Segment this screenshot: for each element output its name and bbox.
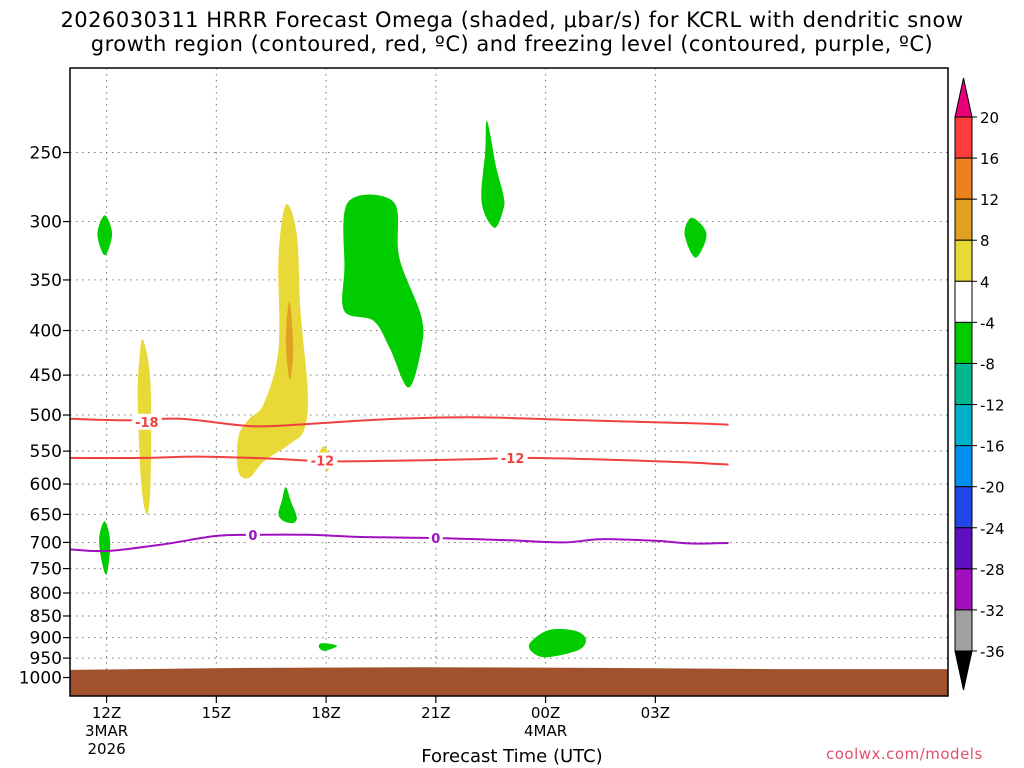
omega-region xyxy=(285,300,294,380)
colorbar-label: 20 xyxy=(980,109,999,127)
x-tick-label: 00Z xyxy=(531,704,560,722)
x-tick-label: 03Z xyxy=(641,704,670,722)
x-tick-label: 12Z xyxy=(92,704,121,722)
y-tick-label: 750 xyxy=(30,560,62,580)
isotherm-line xyxy=(69,533,729,553)
colorbar-segment xyxy=(954,362,973,406)
y-tick-label: 950 xyxy=(30,649,62,669)
plot-border xyxy=(69,67,949,697)
y-tick-label: 400 xyxy=(30,322,62,342)
y-tick-label: 450 xyxy=(30,366,62,386)
colorbar-segment xyxy=(954,445,973,488)
colorbar-label: -28 xyxy=(980,561,1005,579)
colorbar-label: -24 xyxy=(980,520,1005,538)
x-tick-sublabel: 3MAR xyxy=(85,722,128,740)
omega-regions xyxy=(97,120,707,658)
isotherm-label-bg xyxy=(131,413,162,430)
y-tick-label: 800 xyxy=(30,584,62,604)
y-tick-label: 350 xyxy=(30,271,62,291)
x-tick-sublabel: 4MAR xyxy=(524,722,567,740)
isotherm-line xyxy=(69,455,729,466)
omega-region xyxy=(318,643,338,651)
isotherm-label: -12 xyxy=(311,455,335,470)
omega-region xyxy=(342,194,424,388)
y-tick-label: 1000 xyxy=(19,669,62,689)
y-tick-label: 250 xyxy=(30,144,62,164)
chart-title-line1: 2026030311 HRRR Forecast Omega (shaded, … xyxy=(60,8,964,32)
colorbar-label: -16 xyxy=(980,438,1005,456)
ground-layer xyxy=(70,667,948,696)
colorbar-segment xyxy=(954,116,973,159)
colorbar-segment xyxy=(954,404,973,447)
y-tick-label: 700 xyxy=(30,533,62,553)
colorbar-label: -8 xyxy=(980,355,995,373)
plot-frame xyxy=(69,67,949,697)
colorbar-segment xyxy=(954,568,973,611)
isotherm-label: -12 xyxy=(501,452,525,467)
omega-region xyxy=(99,521,111,575)
omega-region xyxy=(481,120,505,228)
omega-region xyxy=(236,204,308,479)
y-tick-label: 600 xyxy=(30,475,62,495)
colorbar-label: 8 xyxy=(980,232,990,250)
colorbar-label: 16 xyxy=(980,150,999,168)
colorbar-segment xyxy=(954,321,973,364)
x-tick-label: 15Z xyxy=(202,704,231,722)
y-tick-label: 900 xyxy=(30,629,62,649)
colorbar-bottom-arrow xyxy=(954,650,973,691)
colorbar-label: -32 xyxy=(980,602,1005,620)
isotherm-line xyxy=(69,416,729,428)
colorbar-top-arrow xyxy=(954,77,973,118)
chart-title-line2: growth region (contoured, red, ºC) and f… xyxy=(90,32,934,56)
y-tick-label: 500 xyxy=(30,406,62,426)
colorbar-label: 12 xyxy=(980,191,999,209)
colorbar-label: -36 xyxy=(980,643,1005,661)
isotherm-label: 0 xyxy=(431,532,440,547)
omega-region xyxy=(278,487,297,524)
colorbar-label: -4 xyxy=(980,314,995,332)
isotherm-label-bg xyxy=(245,526,260,543)
isotherm-label: -18 xyxy=(135,416,159,431)
colorbar-segment xyxy=(954,239,973,282)
x-tick-sublabel: 2026 xyxy=(87,740,125,758)
grid-lines xyxy=(70,68,948,696)
y-tick-label: 650 xyxy=(30,505,62,525)
x-tick-label: 21Z xyxy=(421,704,450,722)
isotherm-label-bg xyxy=(428,530,443,547)
colorbar-segment xyxy=(954,609,973,652)
omega-region xyxy=(684,217,707,258)
y-tick-label: 550 xyxy=(30,442,62,462)
ground-area xyxy=(70,667,948,696)
isotherm-lines: -18 -12 -12 0 0 xyxy=(69,413,729,553)
colorbar-segment xyxy=(954,198,973,241)
colorbar-segment xyxy=(954,527,973,570)
colorbar-segment xyxy=(954,280,973,323)
colorbar-label: -20 xyxy=(980,479,1005,497)
y-tick-label: 850 xyxy=(30,607,62,627)
y-tick-label: 300 xyxy=(30,213,62,233)
colorbar-label: -12 xyxy=(980,397,1005,415)
x-tick-label: 18Z xyxy=(311,704,340,722)
colorbar: 20 16 12 8 4 -4 -8 -12 -16 -20 -24 -28 -32 -36 xyxy=(954,77,1005,691)
isotherm-label-bg xyxy=(497,449,528,466)
y-axis-ticks: 2503003504004505005506006507007508008509… xyxy=(19,144,70,689)
isotherm-label: 0 xyxy=(248,529,257,544)
x-axis-label: Forecast Time (UTC) xyxy=(421,746,603,767)
credit-text: coolwx.com/models xyxy=(826,745,983,763)
colorbar-label: 4 xyxy=(980,273,990,291)
omega-region xyxy=(97,215,113,256)
colorbar-segment xyxy=(954,486,973,529)
colorbar-segment xyxy=(954,157,973,200)
isotherm-label-bg xyxy=(307,452,338,469)
omega-region xyxy=(528,629,586,658)
